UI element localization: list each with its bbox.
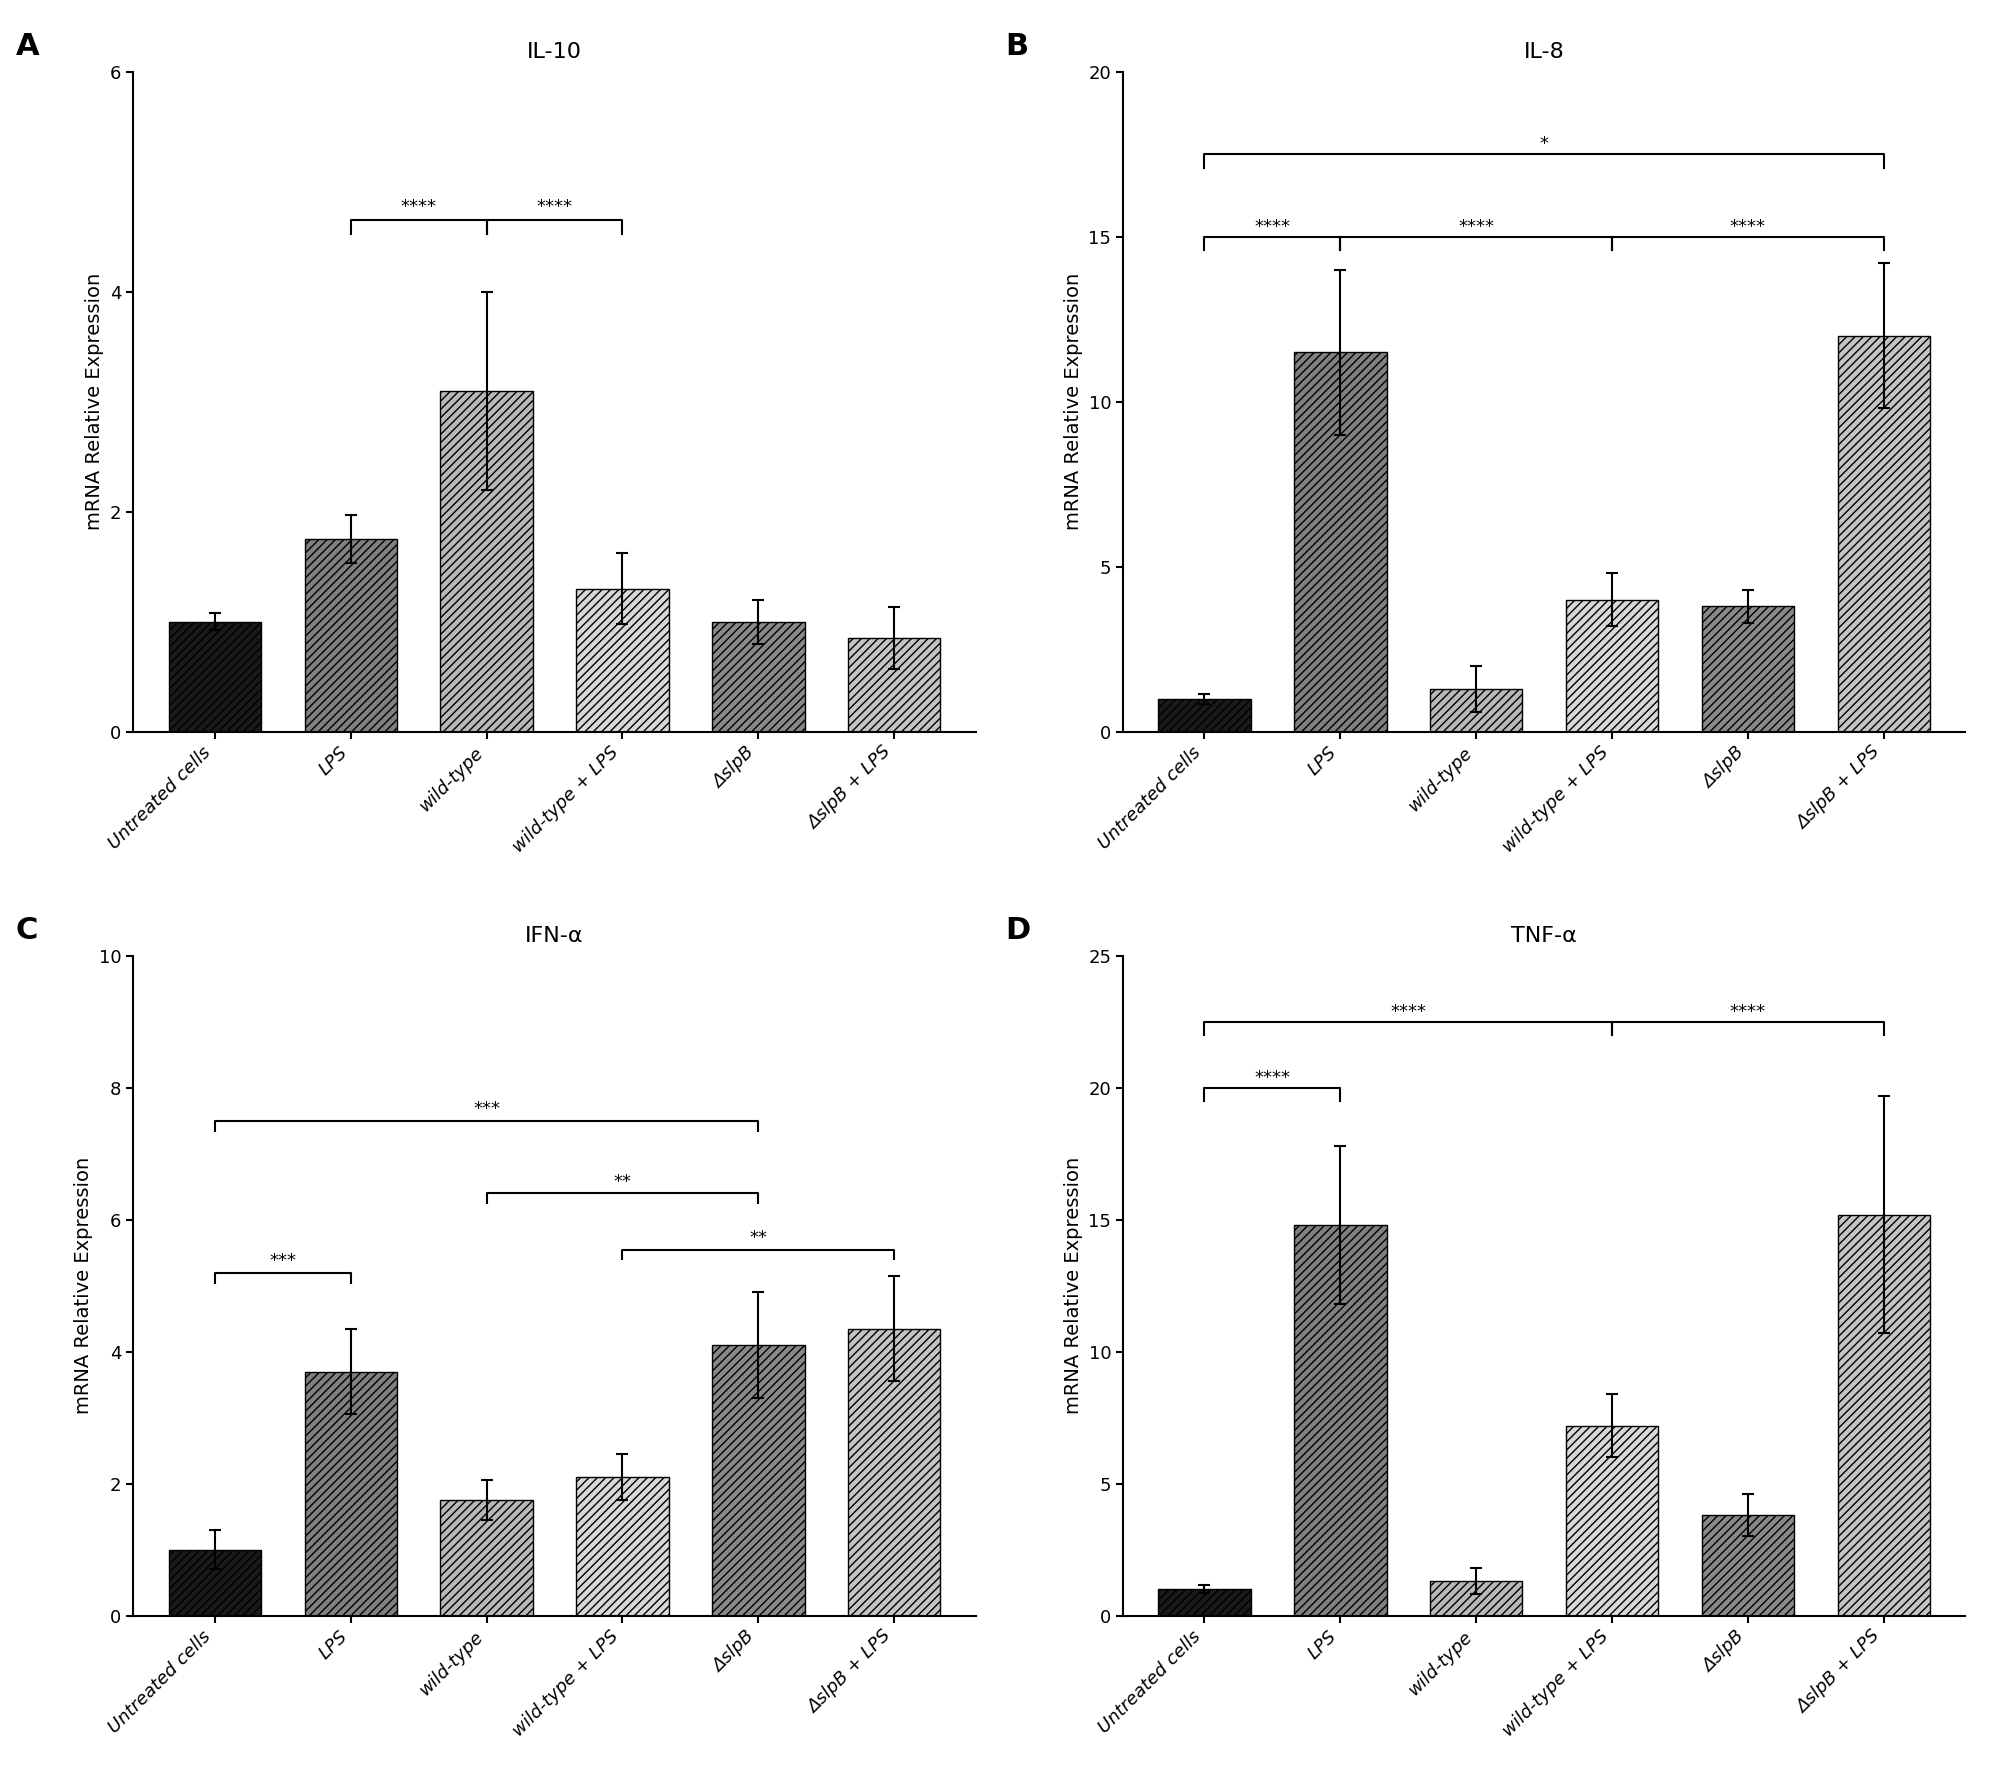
Bar (440, 1500, 532, 1615)
Text: ****: **** (400, 199, 436, 217)
Title: IFN-α: IFN-α (526, 927, 584, 946)
Bar (848, 639, 940, 731)
Bar (1294, 351, 1386, 731)
Text: C: C (16, 916, 38, 946)
Bar (1158, 699, 1250, 731)
Bar (576, 1477, 668, 1615)
Y-axis label: mRNA Relative Expression: mRNA Relative Expression (86, 273, 104, 531)
Title: IL-8: IL-8 (1524, 43, 1564, 62)
Text: ****: **** (1730, 218, 1766, 236)
Y-axis label: mRNA Relative Expression: mRNA Relative Expression (1064, 1157, 1082, 1415)
Bar (1430, 689, 1522, 731)
Text: ****: **** (1458, 218, 1494, 236)
Bar (1702, 607, 1794, 731)
Text: **: ** (750, 1228, 768, 1246)
Text: ****: **** (1254, 218, 1290, 236)
Text: *: * (1540, 135, 1548, 153)
Text: ***: *** (474, 1100, 500, 1118)
Bar (1158, 1589, 1250, 1615)
Text: D: D (1006, 916, 1030, 946)
Bar (1294, 1225, 1386, 1615)
Bar (712, 621, 804, 731)
Text: ****: **** (1390, 1003, 1426, 1021)
Text: ****: **** (536, 199, 572, 217)
Text: ****: **** (1254, 1069, 1290, 1086)
Bar (576, 589, 668, 731)
Bar (168, 621, 262, 731)
Bar (1702, 1516, 1794, 1615)
Bar (1838, 335, 1930, 731)
Y-axis label: mRNA Relative Expression: mRNA Relative Expression (74, 1157, 94, 1415)
Title: IL-10: IL-10 (528, 43, 582, 62)
Bar (1566, 1425, 1658, 1615)
Y-axis label: mRNA Relative Expression: mRNA Relative Expression (1064, 273, 1082, 531)
Bar (848, 1329, 940, 1615)
Bar (1838, 1214, 1930, 1615)
Bar (304, 540, 396, 731)
Text: B: B (1006, 32, 1028, 62)
Bar (440, 390, 532, 731)
Text: **: ** (614, 1173, 632, 1191)
Text: ****: **** (1730, 1003, 1766, 1021)
Bar (712, 1345, 804, 1615)
Bar (304, 1372, 396, 1615)
Title: TNF-α: TNF-α (1512, 927, 1578, 946)
Bar (1430, 1582, 1522, 1615)
Text: A: A (16, 32, 40, 62)
Text: ***: *** (270, 1251, 296, 1269)
Bar (1566, 600, 1658, 731)
Bar (168, 1550, 262, 1615)
